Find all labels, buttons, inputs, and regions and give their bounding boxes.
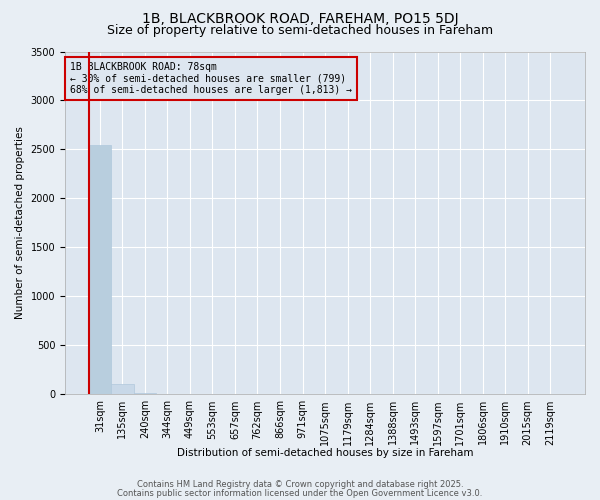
- Y-axis label: Number of semi-detached properties: Number of semi-detached properties: [15, 126, 25, 320]
- Text: 1B, BLACKBROOK ROAD, FAREHAM, PO15 5DJ: 1B, BLACKBROOK ROAD, FAREHAM, PO15 5DJ: [142, 12, 458, 26]
- Text: Contains public sector information licensed under the Open Government Licence v3: Contains public sector information licen…: [118, 488, 482, 498]
- Text: Contains HM Land Registry data © Crown copyright and database right 2025.: Contains HM Land Registry data © Crown c…: [137, 480, 463, 489]
- Bar: [134, 393, 156, 394]
- Bar: [111, 384, 134, 394]
- X-axis label: Distribution of semi-detached houses by size in Fareham: Distribution of semi-detached houses by …: [177, 448, 473, 458]
- Bar: [89, 144, 111, 394]
- Text: 1B BLACKBROOK ROAD: 78sqm
← 30% of semi-detached houses are smaller (799)
68% of: 1B BLACKBROOK ROAD: 78sqm ← 30% of semi-…: [70, 62, 352, 95]
- Text: Size of property relative to semi-detached houses in Fareham: Size of property relative to semi-detach…: [107, 24, 493, 37]
